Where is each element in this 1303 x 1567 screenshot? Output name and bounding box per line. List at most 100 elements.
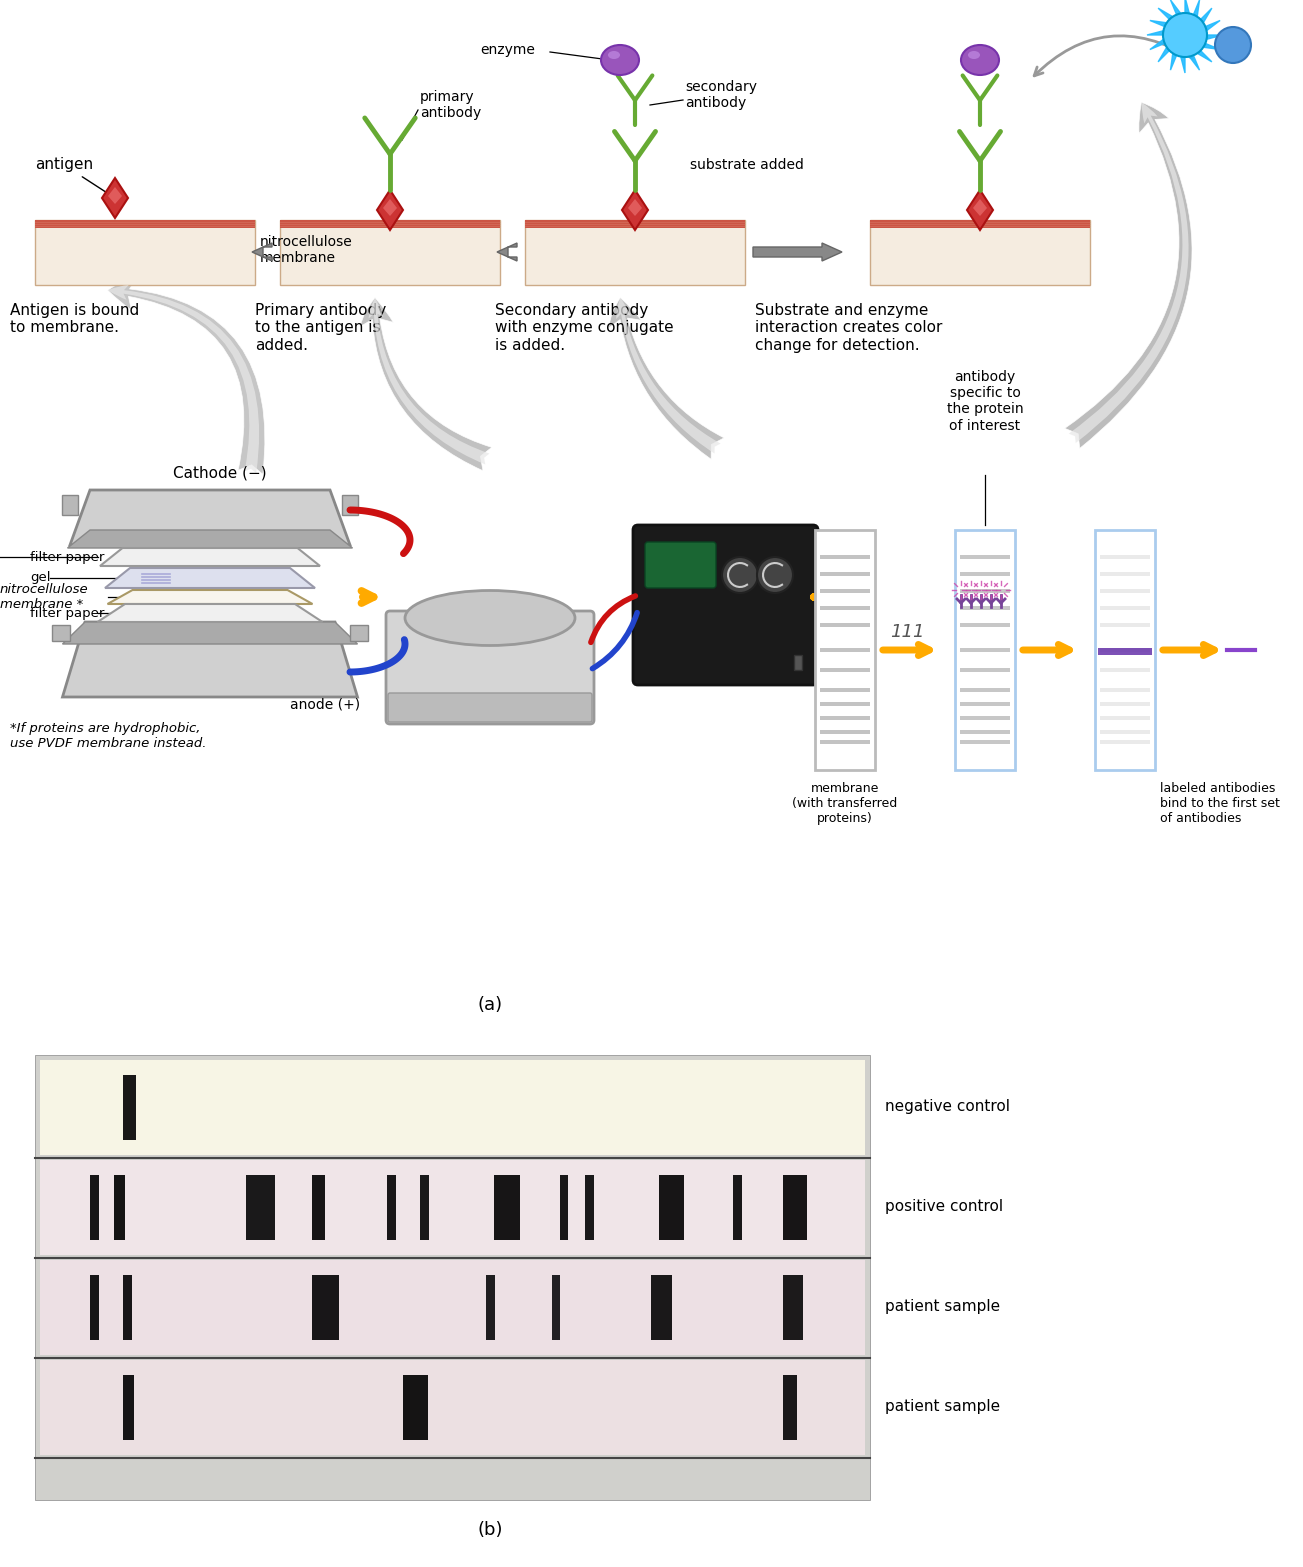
Bar xyxy=(40,1059,865,1155)
Text: substrate added: substrate added xyxy=(691,158,804,172)
Bar xyxy=(783,1276,803,1340)
Polygon shape xyxy=(1147,31,1184,34)
Circle shape xyxy=(722,556,758,592)
Bar xyxy=(960,668,1010,672)
Polygon shape xyxy=(1184,20,1220,34)
Bar xyxy=(820,702,870,707)
Bar xyxy=(90,1276,99,1340)
Bar xyxy=(820,572,870,577)
Bar xyxy=(35,1055,870,1500)
Bar xyxy=(1100,730,1151,733)
Text: Primary antibody
to the antigen is
added.: Primary antibody to the antigen is added… xyxy=(255,302,386,353)
Ellipse shape xyxy=(405,591,575,646)
Bar xyxy=(40,1260,865,1355)
Polygon shape xyxy=(1184,0,1190,34)
Text: *If proteins are hydrophobic,
use PVDF membrane instead.: *If proteins are hydrophobic, use PVDF m… xyxy=(10,722,206,751)
Bar xyxy=(486,1276,495,1340)
Bar xyxy=(525,219,745,285)
Text: enzyme: enzyme xyxy=(480,42,536,56)
FancyArrow shape xyxy=(753,243,842,262)
Polygon shape xyxy=(1170,34,1184,71)
Bar xyxy=(525,219,745,229)
FancyArrowPatch shape xyxy=(609,298,724,459)
FancyArrow shape xyxy=(251,243,272,262)
Bar xyxy=(650,1276,672,1340)
Bar xyxy=(1095,530,1154,769)
Polygon shape xyxy=(1149,20,1184,34)
Text: patient sample: patient sample xyxy=(885,1299,1001,1315)
Ellipse shape xyxy=(962,45,999,75)
Polygon shape xyxy=(622,190,648,230)
Bar xyxy=(820,649,870,652)
Polygon shape xyxy=(1184,34,1200,71)
Bar xyxy=(52,625,70,641)
Bar xyxy=(560,1175,568,1239)
Bar xyxy=(960,555,1010,559)
Bar xyxy=(820,688,870,693)
FancyBboxPatch shape xyxy=(386,611,594,724)
Bar xyxy=(783,1374,797,1440)
Polygon shape xyxy=(1184,34,1224,39)
Bar xyxy=(960,716,1010,719)
Bar xyxy=(955,530,1015,769)
Bar xyxy=(960,589,1010,592)
Bar xyxy=(820,555,870,559)
Text: gel: gel xyxy=(30,572,51,584)
Ellipse shape xyxy=(968,52,980,60)
FancyBboxPatch shape xyxy=(645,542,717,588)
Ellipse shape xyxy=(601,45,638,75)
Text: secondary
antibody: secondary antibody xyxy=(685,80,757,110)
Polygon shape xyxy=(377,190,403,230)
Polygon shape xyxy=(1181,34,1184,74)
Bar xyxy=(960,740,1010,744)
Bar xyxy=(40,1360,865,1456)
Bar xyxy=(820,668,870,672)
Bar xyxy=(1100,702,1151,707)
Text: Substrate and enzyme
interaction creates color
change for detection.: Substrate and enzyme interaction creates… xyxy=(754,302,942,353)
Polygon shape xyxy=(1184,0,1200,34)
Circle shape xyxy=(1214,27,1251,63)
Bar xyxy=(90,1175,99,1239)
Bar xyxy=(115,1175,125,1239)
Bar xyxy=(820,589,870,592)
Bar xyxy=(494,1175,520,1239)
Bar xyxy=(403,1374,427,1440)
FancyArrowPatch shape xyxy=(1065,102,1192,448)
Bar xyxy=(960,624,1010,627)
Text: positive control: positive control xyxy=(885,1199,1003,1214)
Text: primary
antibody: primary antibody xyxy=(420,89,481,121)
Bar xyxy=(1100,572,1151,577)
Polygon shape xyxy=(98,603,323,622)
Text: patient sample: patient sample xyxy=(885,1399,1001,1415)
Text: filter paper: filter paper xyxy=(30,606,104,619)
Bar xyxy=(960,572,1010,577)
Text: nitrocellulose
membrane *: nitrocellulose membrane * xyxy=(0,583,89,611)
Bar xyxy=(341,495,358,516)
Polygon shape xyxy=(100,548,321,566)
Bar xyxy=(40,1160,865,1255)
Polygon shape xyxy=(68,530,353,548)
Text: antigen: antigen xyxy=(35,158,112,196)
Bar xyxy=(734,1175,743,1239)
FancyArrowPatch shape xyxy=(1068,102,1188,443)
FancyBboxPatch shape xyxy=(388,693,592,722)
Bar xyxy=(820,740,870,744)
Bar xyxy=(820,624,870,627)
Bar xyxy=(35,219,255,285)
FancyArrowPatch shape xyxy=(616,298,721,453)
Polygon shape xyxy=(102,179,128,218)
Circle shape xyxy=(757,556,794,592)
FancyArrow shape xyxy=(496,243,517,262)
Bar xyxy=(820,606,870,610)
Polygon shape xyxy=(63,622,357,697)
Bar xyxy=(1100,555,1151,559)
Text: 111: 111 xyxy=(890,624,924,641)
FancyArrowPatch shape xyxy=(108,285,259,473)
Text: negative control: negative control xyxy=(885,1100,1010,1114)
FancyArrowPatch shape xyxy=(360,298,491,470)
Bar xyxy=(246,1175,275,1239)
Polygon shape xyxy=(973,199,986,216)
Bar xyxy=(313,1276,339,1340)
Bar xyxy=(814,530,876,769)
Polygon shape xyxy=(1184,34,1212,61)
